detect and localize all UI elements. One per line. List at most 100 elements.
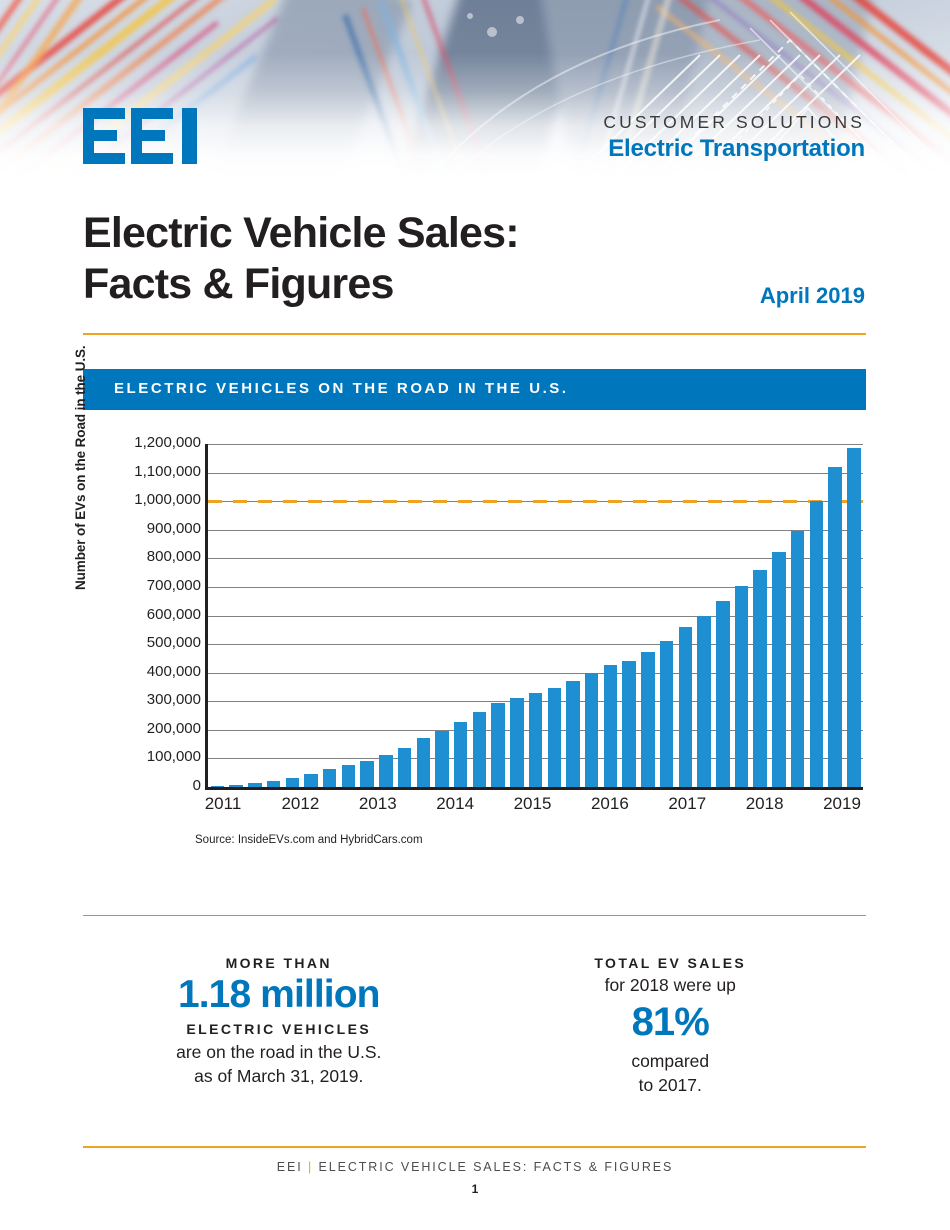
chart-bar <box>341 765 356 787</box>
x-tick-label: 2013 <box>358 794 397 813</box>
chart-bar <box>266 780 281 787</box>
table-row <box>751 444 770 787</box>
footer-brand: EEI <box>276 1160 303 1174</box>
chart-bar <box>322 769 337 787</box>
chart-bar <box>453 721 468 787</box>
table-row <box>676 444 695 787</box>
table-row <box>807 444 826 787</box>
table-row <box>208 444 227 787</box>
table-row <box>639 444 658 787</box>
stat1-body-line2: as of March 31, 2019. <box>194 1066 364 1086</box>
table-row <box>433 444 452 787</box>
threshold-line-1000000 <box>208 500 863 504</box>
stat1-value: 1.18 million <box>177 973 381 1016</box>
stats-divider <box>83 915 866 916</box>
table-row <box>376 444 395 787</box>
y-tick-label: 1,000,000 <box>134 491 201 509</box>
table-row <box>564 444 583 787</box>
title-divider <box>83 333 866 335</box>
chart-bar <box>379 755 393 787</box>
chart-bar <box>304 774 318 787</box>
chart-bar <box>547 688 562 787</box>
y-tick-label: 300,000 <box>146 691 201 709</box>
y-tick-label: 900,000 <box>146 519 201 537</box>
chart-bar <box>585 672 599 787</box>
stat1-eyebrow: MORE THAN <box>225 955 332 971</box>
chart-bar <box>622 661 636 787</box>
table-row <box>395 444 414 787</box>
chart-bar <box>510 698 524 787</box>
y-tick-label: 200,000 <box>146 719 201 737</box>
ev-on-road-chart: Number of EVs on the Road in the U.S. 1,… <box>73 345 873 846</box>
stats-row: MORE THAN 1.18 million ELECTRIC VEHICLES… <box>83 955 866 1115</box>
chart-bar <box>716 601 730 787</box>
footer-divider <box>83 1146 866 1148</box>
x-tick-label: 2018 <box>745 794 784 813</box>
table-row <box>414 444 433 787</box>
page-title-line1: Electric Vehicle Sales: <box>83 209 520 257</box>
chart-bar <box>641 652 655 787</box>
issue-date: April 2019 <box>759 283 865 308</box>
stat1-subtitle: ELECTRIC VEHICLES <box>186 1021 372 1037</box>
chart-bar <box>678 626 693 787</box>
footer-text: EEI | ELECTRIC VEHICLE SALES: FACTS & FI… <box>0 1160 950 1174</box>
x-tick-label: 2012 <box>281 794 320 813</box>
chart-bar <box>416 738 430 787</box>
table-row <box>470 444 489 787</box>
y-tick-label: 1,200,000 <box>134 434 201 451</box>
table-row <box>227 444 246 787</box>
chart-bar <box>603 664 618 787</box>
y-tick-label: 600,000 <box>146 605 201 623</box>
gridline <box>208 558 863 560</box>
chart-bar <box>847 448 861 787</box>
chart-bars <box>208 444 863 787</box>
chart-source: Source: InsideEVs.com and HybridCars.com <box>195 834 423 846</box>
eei-logo-mark <box>83 108 197 164</box>
stat2-value: 81% <box>631 1000 710 1044</box>
table-row <box>245 444 264 787</box>
stat2-lead: for 2018 were up <box>604 975 736 995</box>
chart-bar <box>659 640 674 787</box>
table-row <box>320 444 339 787</box>
stat-evs-on-road: MORE THAN 1.18 million ELECTRIC VEHICLES… <box>83 955 475 1115</box>
chart-bar <box>229 784 243 787</box>
table-row <box>339 444 358 787</box>
x-tick-label: 2011 <box>204 794 242 813</box>
chart-bar <box>566 680 580 787</box>
x-tick-label: 2017 <box>668 794 707 813</box>
y-tick-label: 500,000 <box>146 634 201 652</box>
chart-bar <box>790 531 805 787</box>
gridline <box>208 586 863 588</box>
chart-bar <box>772 551 786 787</box>
stat2-eyebrow: TOTAL EV SALES <box>594 955 747 971</box>
chart-bar <box>753 569 767 787</box>
gridline <box>208 615 863 617</box>
table-row <box>283 444 302 787</box>
stat2-body-line1: compared <box>631 1051 710 1071</box>
table-row <box>582 444 601 787</box>
chart-bar <box>435 730 449 787</box>
table-row <box>826 444 845 787</box>
table-row <box>451 444 470 787</box>
y-tick-label: 700,000 <box>146 576 201 594</box>
stat2-body-line2: to 2017. <box>638 1075 702 1095</box>
table-row <box>844 444 863 787</box>
y-tick-label: 800,000 <box>146 548 201 566</box>
page-number: 1 <box>471 1182 479 1196</box>
y-tick-label: 400,000 <box>146 662 201 680</box>
x-axis-ticks: 2011 2012 2013 2014 2015 2016 2017 2018 2019 <box>204 794 861 820</box>
y-tick-label: 1,100,000 <box>134 462 201 480</box>
table-row <box>732 444 751 787</box>
table-row <box>545 444 564 787</box>
section-banner-title: ELECTRIC VEHICLES ON THE ROAD IN THE U.S… <box>114 380 569 397</box>
x-tick-label: 2014 <box>436 794 475 813</box>
y-tick-label: 0 <box>192 777 201 794</box>
table-row <box>489 444 508 787</box>
gridline <box>208 529 863 531</box>
x-tick-label: 2016 <box>590 794 629 813</box>
table-row <box>302 444 321 787</box>
chart-bar <box>697 615 711 787</box>
chart-plot-area <box>205 444 863 790</box>
footer-separator: | <box>307 1160 314 1174</box>
footer-doc-title: ELECTRIC VEHICLE SALES: FACTS & FIGURES <box>318 1160 674 1174</box>
